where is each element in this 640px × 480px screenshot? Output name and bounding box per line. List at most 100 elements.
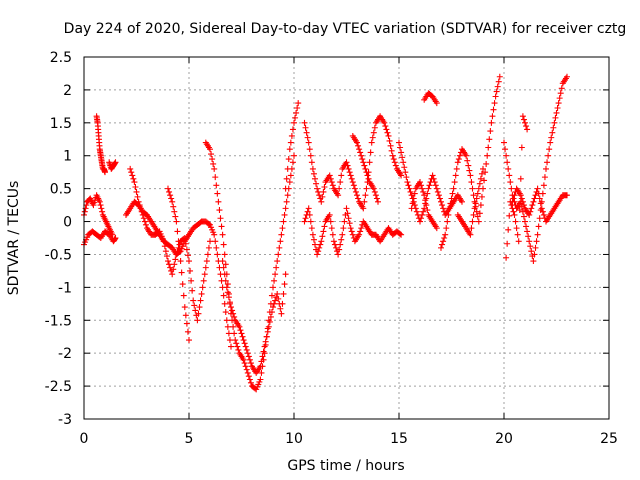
data-point [215, 198, 222, 205]
data-point [234, 343, 241, 350]
data-point [268, 292, 275, 299]
data-point [430, 175, 437, 182]
data-point [336, 246, 343, 253]
data-point [548, 134, 555, 141]
data-point [220, 264, 227, 271]
data-point [328, 179, 335, 186]
data-point [424, 207, 431, 214]
data-point [130, 175, 137, 182]
data-point [344, 162, 351, 169]
data-point [220, 241, 227, 248]
data-point [237, 327, 244, 334]
data-point [208, 151, 215, 158]
data-point [282, 271, 289, 278]
data-point [495, 78, 502, 85]
y-tick-label: -0.5 [45, 247, 72, 263]
data-point [396, 139, 402, 146]
data-point [199, 284, 206, 291]
data-point [480, 165, 486, 172]
data-point [221, 271, 228, 278]
data-point [163, 253, 170, 260]
data-point [531, 251, 538, 258]
data-point [304, 134, 311, 141]
data-point [172, 256, 179, 263]
data-point [195, 310, 202, 317]
data-point [510, 208, 517, 215]
data-point [464, 157, 471, 164]
data-point [450, 185, 457, 192]
data-point [295, 100, 302, 107]
data-point [312, 241, 318, 248]
y-axis-label: SDTVAR / TECUs [6, 181, 22, 296]
data-point [309, 165, 316, 172]
data-point [341, 218, 348, 225]
data-point [282, 185, 289, 192]
data-point [275, 251, 282, 258]
data-point [141, 218, 148, 225]
data-point [409, 200, 416, 207]
data-point [388, 147, 395, 154]
data-point [112, 235, 119, 241]
data-point [519, 113, 526, 120]
data-point [263, 333, 270, 340]
data-point [536, 215, 543, 222]
data-point [357, 228, 364, 235]
data-point [247, 360, 254, 367]
data-point [400, 159, 407, 166]
data-point [355, 142, 362, 149]
data-point [530, 198, 537, 205]
data-point [557, 90, 564, 97]
data-point [313, 180, 320, 187]
data-point [476, 180, 483, 187]
data-point [399, 154, 406, 161]
data-point [282, 205, 289, 212]
data-point [523, 123, 530, 130]
data-point [142, 221, 149, 228]
data-point [112, 159, 119, 166]
data-point [189, 287, 196, 294]
data-point [261, 343, 268, 350]
data-point [405, 182, 412, 189]
data-point [524, 126, 531, 133]
data-point [165, 258, 171, 265]
data-point [410, 195, 417, 202]
data-point [438, 244, 444, 251]
data-point [182, 240, 189, 247]
data-point [212, 238, 219, 245]
data-point [520, 202, 527, 209]
data-point [532, 244, 539, 251]
data-point [96, 198, 103, 205]
data-point [222, 261, 229, 268]
data-point [205, 221, 212, 228]
data-point [513, 225, 520, 232]
data-point [314, 185, 321, 192]
data-point [207, 238, 213, 245]
data-point [370, 185, 377, 192]
data-point [327, 218, 334, 225]
data-point [475, 185, 482, 192]
data-point [161, 243, 168, 250]
data-point [321, 223, 328, 230]
data-point [140, 215, 147, 222]
data-point [421, 192, 428, 199]
y-tick-label: -1 [58, 280, 72, 296]
data-point [267, 313, 274, 320]
data-point [136, 202, 143, 209]
data-point [362, 165, 369, 172]
data-point [265, 323, 272, 330]
y-tick-label: 1.5 [50, 116, 72, 132]
data-point [476, 210, 483, 217]
data-point [216, 207, 223, 214]
data-point [507, 198, 514, 205]
data-point [470, 211, 477, 218]
data-point [82, 205, 89, 212]
data-point [352, 188, 359, 195]
data-point [262, 338, 269, 345]
data-point [277, 238, 284, 245]
data-point [278, 231, 285, 238]
data-point [270, 284, 276, 291]
data-point [519, 198, 526, 205]
data-point [213, 244, 220, 251]
data-point [360, 205, 367, 212]
